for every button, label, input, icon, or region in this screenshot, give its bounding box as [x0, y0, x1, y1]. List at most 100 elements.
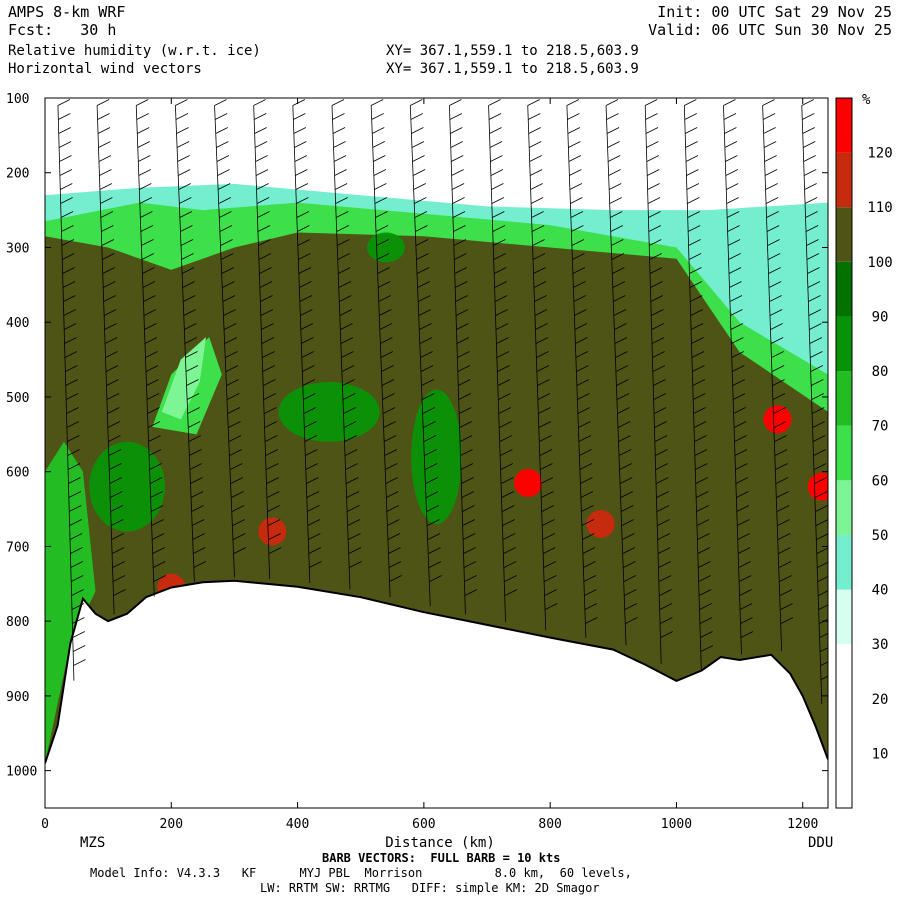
x-axis-title: Distance (km): [385, 835, 495, 851]
wind-barb-flag: [308, 533, 321, 540]
wind-barb-flag: [332, 127, 346, 134]
wind-barb-flag: [684, 113, 697, 120]
wind-barb-flag: [72, 617, 85, 624]
wind-barb-flag: [585, 617, 598, 624]
wind-barb-flag: [491, 197, 505, 204]
wind-barb-flag: [223, 309, 236, 316]
wind-barb-flag: [619, 463, 632, 470]
wind-barb-flag: [264, 407, 277, 414]
wind-barb-flag: [71, 575, 84, 582]
wind-barb-flag: [654, 421, 667, 428]
y-tick-label: 400: [6, 316, 29, 331]
wind-barb-flag: [144, 323, 157, 330]
wind-barb-flag: [657, 519, 670, 526]
wind-barb-flag: [230, 463, 243, 470]
wind-barb-flag: [612, 267, 625, 274]
wind-barb-flag: [616, 393, 630, 400]
wind-barb-flag: [456, 323, 469, 330]
wind-barb-flag: [331, 99, 345, 106]
wind-barb-flag: [139, 197, 153, 204]
wind-barb-flag: [370, 99, 384, 106]
wind-barb-flag: [489, 127, 502, 134]
wind-barb-flag: [819, 632, 828, 638]
wind-barb-flag: [810, 351, 823, 358]
wind-barb-flag: [621, 505, 634, 512]
wind-barb-flag: [334, 169, 347, 176]
wind-barb-flag: [222, 295, 236, 302]
wind-barb-flag: [613, 295, 626, 302]
wind-barb-flag: [184, 337, 198, 344]
wind-barb-flag: [723, 99, 736, 106]
wind-barb-flag: [815, 519, 828, 526]
rh-supersaturated-patch: [258, 517, 287, 546]
colorbar-label: 10: [872, 746, 889, 762]
wind-barb-staff: [762, 105, 783, 652]
wind-barb-flag: [259, 267, 272, 274]
x-tick-label: 0: [41, 817, 49, 832]
wind-barb-flag: [606, 113, 619, 120]
wind-barb-flag: [649, 253, 662, 260]
wind-barb-flag: [97, 127, 111, 134]
wind-barb-flag: [567, 113, 580, 120]
wind-barb-flag: [660, 631, 673, 638]
wind-barb-flag: [820, 661, 828, 666]
wind-barb-flag: [815, 505, 828, 512]
wind-barb-flag: [457, 351, 470, 358]
wind-barb-flag: [139, 183, 152, 190]
wind-barb-flag: [148, 449, 162, 456]
wind-barb-flag: [178, 183, 191, 190]
app-title: AMPS 8-km WRF: [8, 3, 126, 21]
wind-barb-flag: [739, 589, 752, 596]
wind-barb-flag: [764, 155, 777, 162]
wind-barb-flag: [150, 505, 164, 512]
wind-barb-flag: [58, 127, 71, 134]
wind-barb-flag: [232, 519, 245, 526]
wind-barb-flag: [221, 267, 234, 274]
y-tick-label: 100: [6, 92, 29, 107]
wind-barb-flag: [732, 365, 745, 372]
wind-barb-flag: [449, 99, 462, 106]
colorbar-label: 70: [872, 419, 889, 435]
wind-barb-flag: [768, 281, 782, 288]
wind-barb-flag: [767, 239, 780, 246]
wind-barb-flag: [727, 211, 740, 218]
wind-barb-flag: [455, 309, 469, 316]
wind-barb-flag: [528, 127, 541, 134]
wind-barb-flag: [97, 113, 110, 120]
wind-barb-flag: [379, 309, 392, 316]
wind-barb-flag: [738, 547, 751, 554]
wind-barb-flag: [544, 575, 557, 582]
wind-barb-flag: [343, 407, 356, 414]
wind-barb-flag: [538, 421, 552, 428]
wind-barb-flag: [142, 281, 156, 288]
wind-barb-flag: [66, 407, 79, 414]
wind-barb-flag: [696, 505, 709, 512]
wind-barb-flag: [533, 281, 547, 288]
wind-barb-flag: [727, 225, 740, 232]
wind-barb-flag: [451, 155, 464, 162]
wind-barb-flag: [416, 253, 429, 260]
wind-barb-flag: [723, 113, 737, 120]
wind-barb-flag: [346, 491, 359, 498]
wind-barb-flag: [688, 253, 702, 260]
wind-barb-flag: [574, 309, 587, 316]
wind-barb-flag: [734, 449, 748, 456]
wind-barb-flag: [775, 477, 789, 484]
wind-barb-flag: [767, 253, 781, 260]
wind-barb-flag: [98, 155, 112, 162]
wind-barb-flag: [414, 211, 428, 218]
rh-area-mid-90: [278, 382, 380, 442]
wind-barb-flag: [821, 675, 828, 680]
wind-barb-flag: [735, 463, 748, 470]
rh-supersaturated-patch: [586, 510, 615, 538]
wind-barb-flag: [152, 547, 165, 554]
wind-barb-flag: [218, 197, 231, 204]
wind-barb-flag: [255, 155, 268, 162]
wind-barb-flag: [428, 547, 441, 554]
wind-barb-flag: [449, 113, 463, 120]
wind-barb-flag: [578, 421, 591, 428]
wind-barb-flag: [419, 323, 432, 330]
wind-barb-flag: [60, 183, 73, 190]
wind-barb-staff: [214, 105, 235, 578]
wind-barb-flag: [608, 169, 621, 176]
